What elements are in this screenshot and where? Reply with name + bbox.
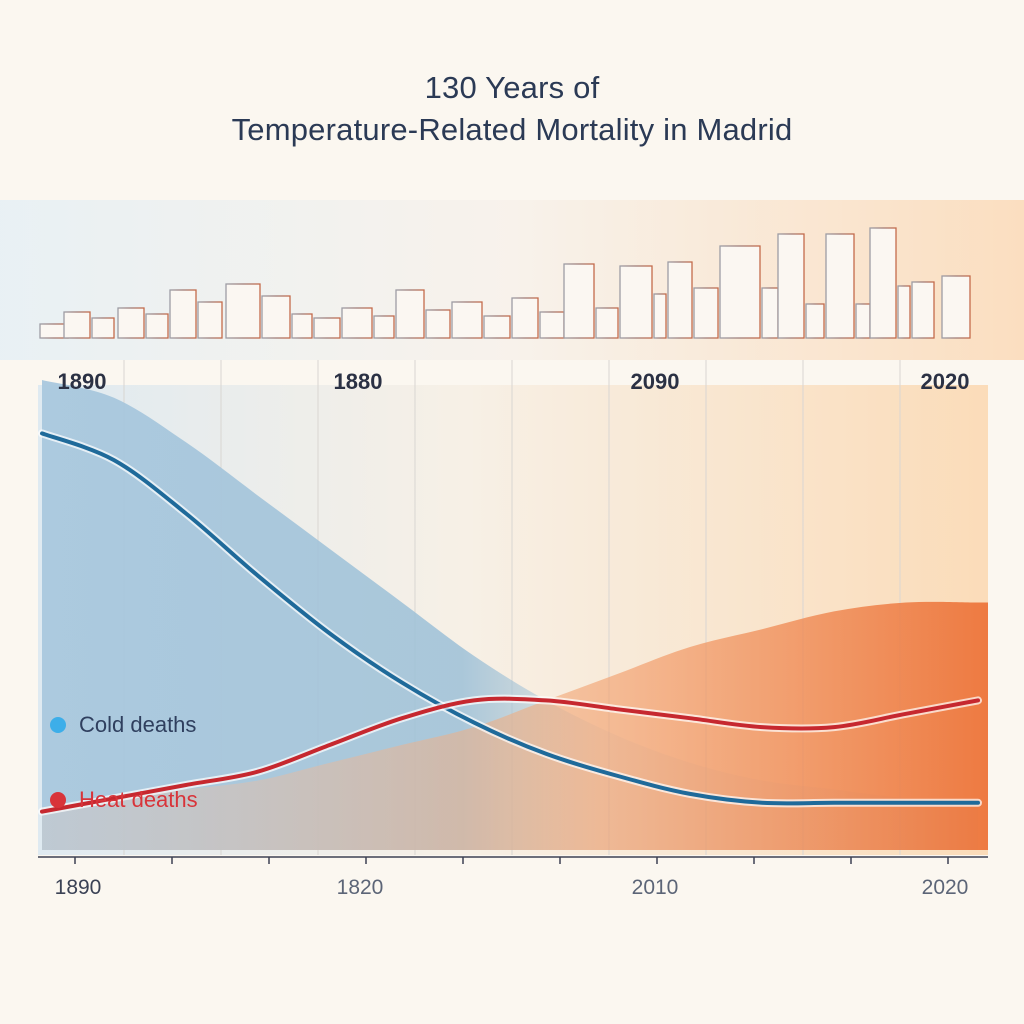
cold-band bbox=[42, 380, 978, 850]
skyline-building bbox=[261, 295, 291, 339]
skyline-building bbox=[197, 301, 223, 339]
skyline-building bbox=[911, 281, 935, 339]
madrid-skyline bbox=[39, 227, 971, 339]
legend-heat-label: Heat deaths bbox=[79, 787, 198, 812]
skyline-building bbox=[805, 303, 825, 339]
bottom-ticks bbox=[74, 857, 949, 864]
bottom-tick-label: 2020 bbox=[922, 876, 969, 899]
skyline-building bbox=[563, 263, 595, 339]
skyline-building bbox=[291, 313, 313, 339]
top-tick-label: 1890 bbox=[58, 369, 107, 394]
heat-deaths-line bbox=[40, 696, 980, 814]
chart-title-line-1: 130 Years of bbox=[424, 70, 600, 105]
legend-cold-marker bbox=[50, 717, 66, 733]
bottom-tick-labels: 1890 1820 2010 2020 bbox=[55, 876, 969, 899]
skyline-building bbox=[897, 285, 911, 339]
skyline-building bbox=[619, 265, 653, 339]
bottom-tick-label: 2010 bbox=[632, 876, 679, 899]
top-tick-labels: 1890 1880 2090 2020 bbox=[58, 369, 970, 394]
skyline-building bbox=[653, 293, 667, 339]
skyline-building bbox=[511, 297, 539, 339]
skyline-building bbox=[169, 289, 197, 339]
legend-heat-deaths: Heat deaths bbox=[50, 787, 198, 813]
series-group bbox=[38, 429, 982, 816]
skyline-building bbox=[373, 315, 395, 339]
skyline-building bbox=[483, 315, 511, 339]
skyline-building bbox=[777, 233, 805, 339]
chart-title-line-2: Temperature-Related Mortality in Madrid bbox=[231, 112, 793, 147]
top-tick-label: 1880 bbox=[334, 369, 383, 394]
skyline-building bbox=[869, 227, 897, 339]
skyline-building bbox=[225, 283, 261, 339]
legend-heat-marker bbox=[50, 792, 66, 808]
skyline-building bbox=[313, 317, 341, 339]
skyline-building bbox=[825, 233, 855, 339]
skyline-building bbox=[117, 307, 145, 339]
bottom-tick-label: 1890 bbox=[55, 876, 102, 899]
bottom-tick-label: 1820 bbox=[337, 876, 384, 899]
skyline-building bbox=[91, 317, 115, 339]
skyline-building bbox=[145, 313, 169, 339]
legend-cold-label: Cold deaths bbox=[79, 712, 197, 737]
cold-deaths-line bbox=[40, 431, 980, 806]
skyline-building bbox=[425, 309, 451, 339]
skyline-building bbox=[667, 261, 693, 339]
skyline-building bbox=[855, 303, 871, 339]
top-tick-label: 2090 bbox=[631, 369, 680, 394]
skyline-building bbox=[761, 287, 779, 339]
top-tick-label: 2020 bbox=[921, 369, 970, 394]
skyline-building bbox=[941, 275, 971, 339]
skyline-building bbox=[539, 311, 565, 339]
skyline-building bbox=[693, 287, 719, 339]
skyline-building bbox=[63, 311, 91, 339]
skyline-building bbox=[451, 301, 483, 339]
legend-cold-deaths: Cold deaths bbox=[50, 712, 196, 738]
heat-area bbox=[42, 601, 988, 850]
